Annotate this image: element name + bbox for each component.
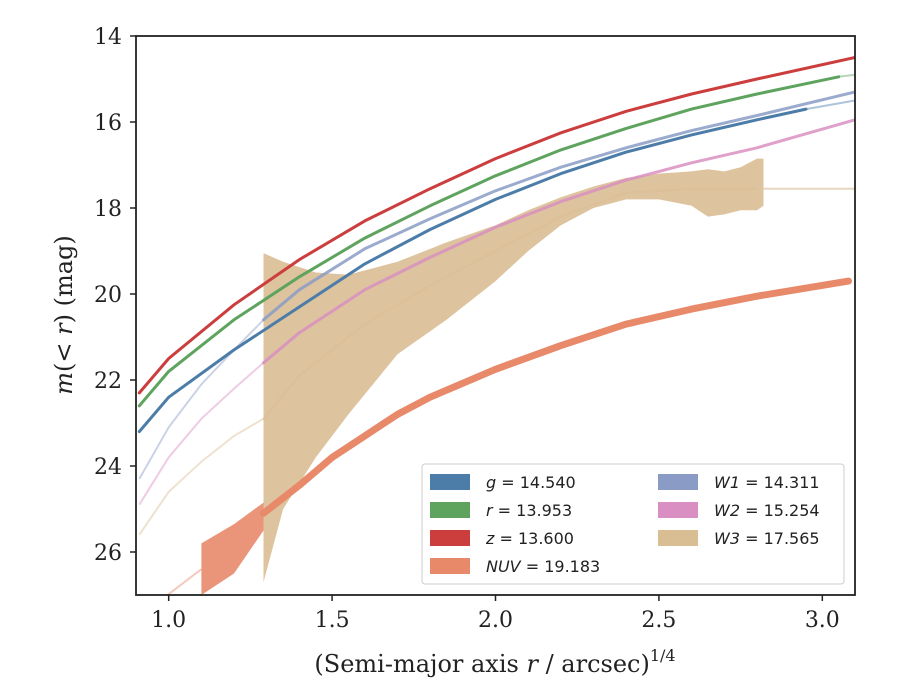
legend-swatch-w2 bbox=[658, 502, 698, 518]
legend-swatch-g bbox=[430, 474, 470, 490]
legend-label-nuv: NUV = 19.183 bbox=[486, 557, 600, 576]
x-tick-label: 2.5 bbox=[641, 608, 676, 633]
x-tick-label: 1.5 bbox=[315, 608, 350, 633]
y-tick-label: 14 bbox=[94, 25, 122, 50]
y-tick-label: 26 bbox=[94, 541, 122, 566]
x-tick-label: 1.0 bbox=[151, 608, 186, 633]
legend-label-z: z = 13.600 bbox=[485, 529, 574, 548]
legend-swatch-z bbox=[430, 530, 470, 546]
x-tick-label: 3.0 bbox=[805, 608, 840, 633]
series-w1-extrapolation bbox=[138, 319, 265, 480]
legend-label-w3: W3 = 17.565 bbox=[714, 529, 820, 548]
series-g-line bbox=[137, 107, 808, 434]
legend-swatch-r bbox=[430, 502, 470, 518]
legend-label-w1: W1 = 14.311 bbox=[714, 473, 820, 492]
series-w3-line bbox=[262, 187, 758, 420]
x-axis-title: (Semi-major axis r / arcsec)1/4 bbox=[314, 646, 675, 678]
legend-swatch-nuv bbox=[430, 558, 470, 574]
series-nuv-extrapolation bbox=[165, 568, 203, 595]
series-r-line bbox=[137, 75, 841, 408]
series-w3-extrapolation bbox=[138, 417, 265, 536]
y-tick-label: 20 bbox=[94, 283, 122, 308]
series-w2-extrapolation bbox=[138, 362, 265, 506]
y-tick-label: 24 bbox=[94, 455, 122, 480]
y-axis-title: m(< r) (mag) bbox=[50, 235, 78, 395]
series-z-line bbox=[137, 56, 855, 395]
series-nuv-band bbox=[201, 502, 264, 595]
legend-label-w2: W2 = 15.254 bbox=[714, 501, 820, 520]
legend: g = 14.540 r = 13.953 z = 13.600 NUV = 19.1… bbox=[421, 463, 845, 585]
series-w3-band bbox=[263, 158, 764, 583]
y-tick-label: 22 bbox=[94, 369, 122, 394]
series-g-extrapolation bbox=[805, 99, 855, 111]
legend-label-g: g = 14.540 bbox=[486, 473, 576, 492]
series-w2-line bbox=[262, 118, 855, 365]
series-nuv-line bbox=[260, 277, 852, 517]
legend-swatch-w1 bbox=[658, 474, 698, 490]
x-tick-label: 2.0 bbox=[478, 608, 513, 633]
legend-box bbox=[421, 463, 845, 585]
series-w1-line bbox=[262, 90, 855, 322]
y-tick-label: 18 bbox=[94, 197, 122, 222]
series-r-extrapolation bbox=[838, 73, 855, 78]
y-tick-label: 16 bbox=[94, 111, 122, 136]
legend-swatch-w3 bbox=[658, 530, 698, 546]
legend-label-r: r = 13.953 bbox=[486, 501, 572, 520]
